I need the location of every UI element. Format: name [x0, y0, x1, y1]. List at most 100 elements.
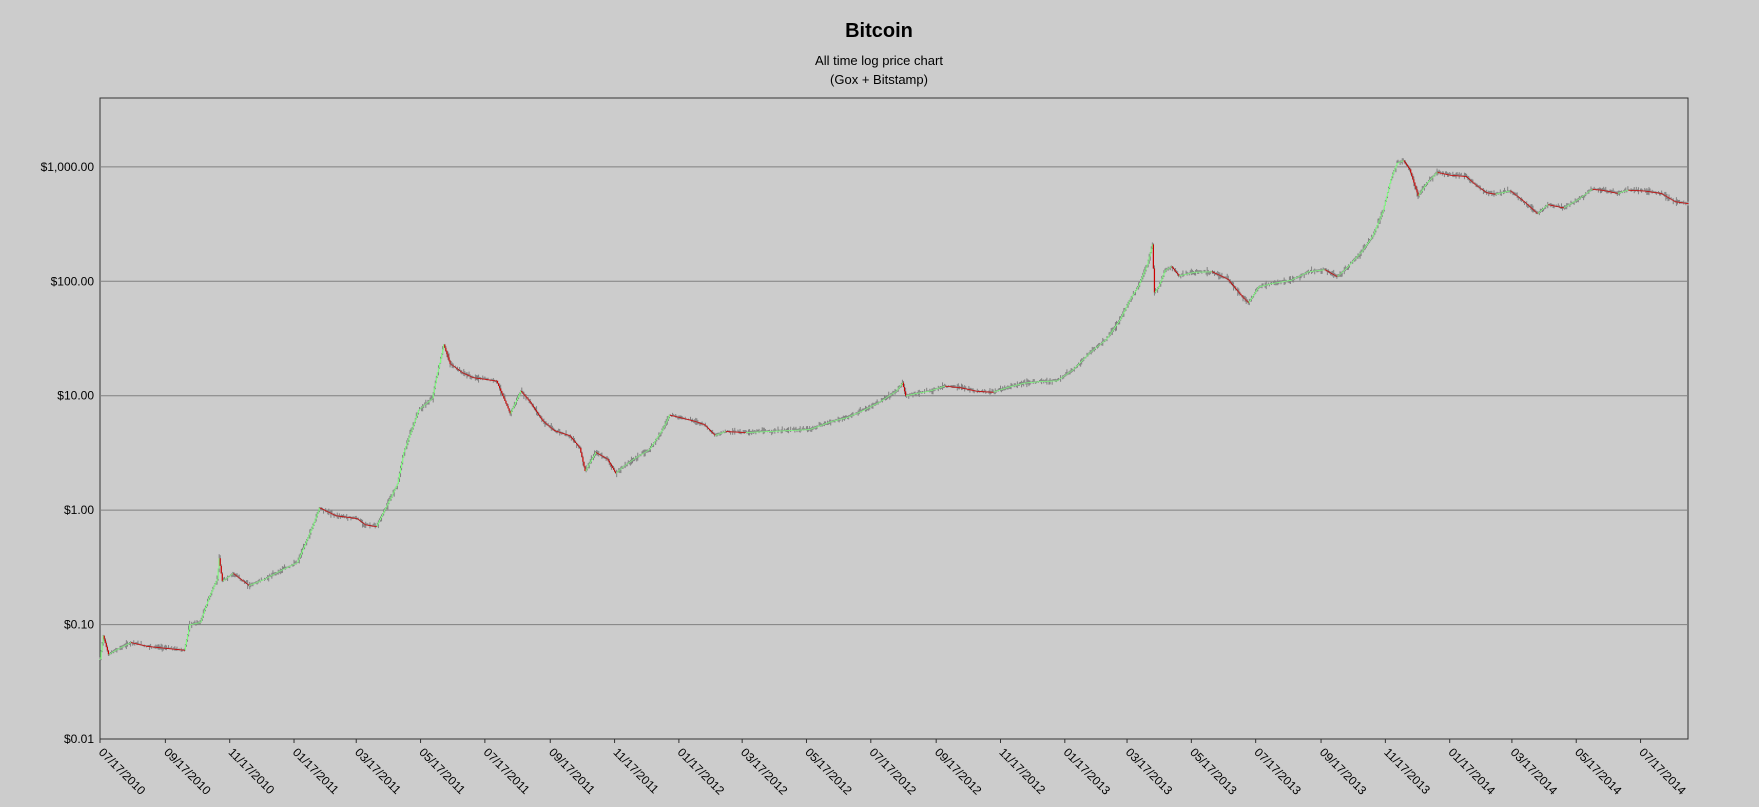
candle-body — [1604, 190, 1606, 192]
x-tick-label: 07/17/2014 — [1636, 745, 1689, 798]
candle-body — [1116, 322, 1119, 325]
candle-body — [954, 386, 956, 388]
candle-body — [888, 395, 890, 397]
candle-body — [275, 572, 277, 574]
candle-body — [958, 387, 960, 389]
candle-body — [1166, 268, 1168, 270]
candle-body — [532, 405, 534, 408]
candle-body — [1654, 192, 1656, 193]
candle-body — [1002, 388, 1004, 390]
candle-body — [636, 457, 638, 458]
candle-body — [1395, 165, 1397, 169]
candle-body — [1495, 193, 1497, 195]
candle-body — [1024, 382, 1026, 384]
candle-body — [1071, 370, 1073, 371]
candle-body — [508, 408, 510, 411]
candle-body — [367, 524, 369, 526]
candle-body — [484, 378, 486, 380]
candle-body — [661, 430, 663, 432]
candle-body — [306, 540, 308, 543]
candle-body — [794, 429, 796, 431]
candle-body — [783, 430, 785, 432]
candle-body — [171, 648, 173, 650]
candle-body — [368, 525, 370, 526]
candle-body — [233, 573, 235, 575]
candle-body — [1076, 365, 1079, 367]
candle-body — [1594, 189, 1596, 191]
candle-body — [939, 387, 941, 389]
candle-body — [516, 397, 519, 400]
candle-body — [767, 431, 770, 432]
candle-body — [267, 577, 269, 579]
candle-body — [1317, 270, 1319, 272]
candle-body — [1371, 237, 1373, 239]
candle-body — [262, 579, 265, 581]
candle-body — [824, 423, 827, 425]
candle-body — [927, 391, 929, 392]
candle-body — [1104, 340, 1106, 342]
candle-body — [372, 525, 374, 527]
candle-body — [178, 649, 180, 651]
candle-body — [625, 464, 627, 466]
candle-body — [519, 393, 521, 396]
candle-body — [339, 515, 342, 517]
candle-body — [397, 478, 400, 484]
candle-body — [150, 646, 152, 648]
candle-body — [560, 432, 562, 434]
candle-body — [1636, 190, 1638, 192]
candle-body — [1441, 173, 1443, 174]
candle-body — [1550, 204, 1552, 206]
candle-body — [565, 434, 567, 435]
candle-body — [512, 406, 514, 409]
candle-body — [138, 644, 140, 645]
candle-body — [1126, 305, 1128, 308]
candle-body — [623, 465, 625, 467]
candle-body — [1596, 189, 1598, 191]
candle-body — [1254, 293, 1256, 295]
candle-body — [746, 432, 749, 433]
candle-body — [1657, 192, 1660, 194]
candle-body — [1337, 275, 1339, 277]
candle-body — [1283, 281, 1285, 282]
candle-body — [650, 446, 653, 448]
candle-body — [1667, 196, 1669, 198]
candle-body — [1237, 290, 1239, 292]
candle-body — [527, 398, 529, 400]
candle-body — [411, 428, 413, 432]
candle-body — [578, 445, 580, 447]
candle-body — [268, 576, 270, 578]
candle-body — [1051, 380, 1053, 382]
candle-body — [1483, 190, 1486, 192]
candle-body — [348, 517, 350, 518]
candle-body — [245, 583, 248, 584]
candle-body — [1183, 274, 1185, 276]
candle-body — [847, 417, 849, 418]
candle-body — [1375, 228, 1377, 231]
candle-body — [766, 431, 769, 432]
candle-body — [1008, 386, 1010, 388]
candle-body — [1202, 271, 1204, 273]
candle-body — [735, 431, 737, 433]
candle-body — [504, 398, 506, 401]
candle-body — [170, 648, 172, 650]
candle-body — [1510, 190, 1512, 192]
candle-body — [810, 428, 812, 430]
candle-body — [1206, 271, 1208, 273]
x-tick-label: 01/17/2014 — [1446, 745, 1499, 798]
candle-body — [1274, 282, 1276, 284]
candle-body — [332, 513, 334, 515]
candle-body — [740, 431, 742, 433]
candle-body — [966, 388, 968, 390]
candle-body — [1518, 197, 1520, 199]
candle-body — [1513, 193, 1515, 194]
candle-body — [1124, 309, 1126, 312]
candle-body — [183, 649, 185, 651]
candle-body — [164, 647, 166, 649]
candle-body — [1388, 183, 1391, 189]
candle-body — [541, 418, 543, 420]
candle-body — [1612, 192, 1614, 193]
candle-body — [805, 429, 808, 431]
candle-body — [1086, 355, 1088, 357]
candle-body — [1039, 381, 1042, 382]
